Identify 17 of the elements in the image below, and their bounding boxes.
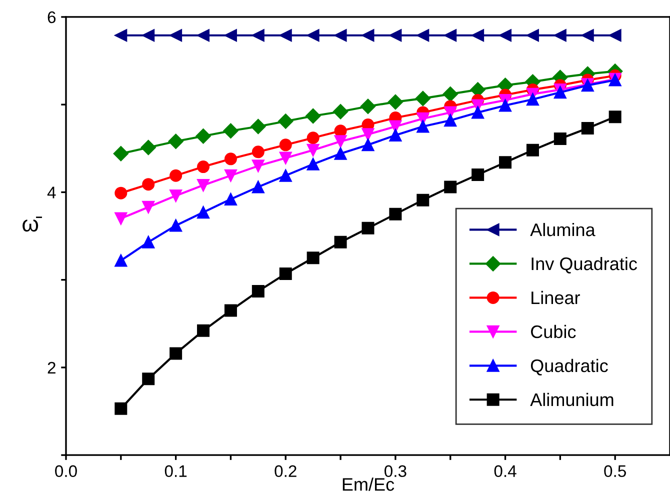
legend-label: Inv Quadratic	[532, 256, 637, 274]
x-tick-label: 0.0	[55, 465, 77, 478]
y-tick-label: 2	[48, 362, 56, 374]
legend-label: Alumina	[530, 222, 596, 236]
y-tick-label: 4	[47, 186, 56, 198]
legend-label: Linear	[532, 290, 580, 304]
x-tick-label: 0.4	[494, 465, 516, 478]
x-axis-title: Em/Ec	[342, 478, 394, 491]
y-tick-label: 6	[48, 11, 56, 24]
y-axis-title: ω̄	[22, 216, 42, 232]
legend-label: Quadratic	[530, 358, 608, 376]
x-tick-label: 0.5	[604, 465, 626, 478]
legend-label: Alimunium	[530, 392, 614, 406]
x-tick-label: 0.1	[164, 465, 187, 478]
x-tick-label: 0.2	[274, 465, 296, 478]
x-tick-label: 0.3	[384, 465, 406, 478]
legend-label: Cubic	[531, 324, 576, 338]
